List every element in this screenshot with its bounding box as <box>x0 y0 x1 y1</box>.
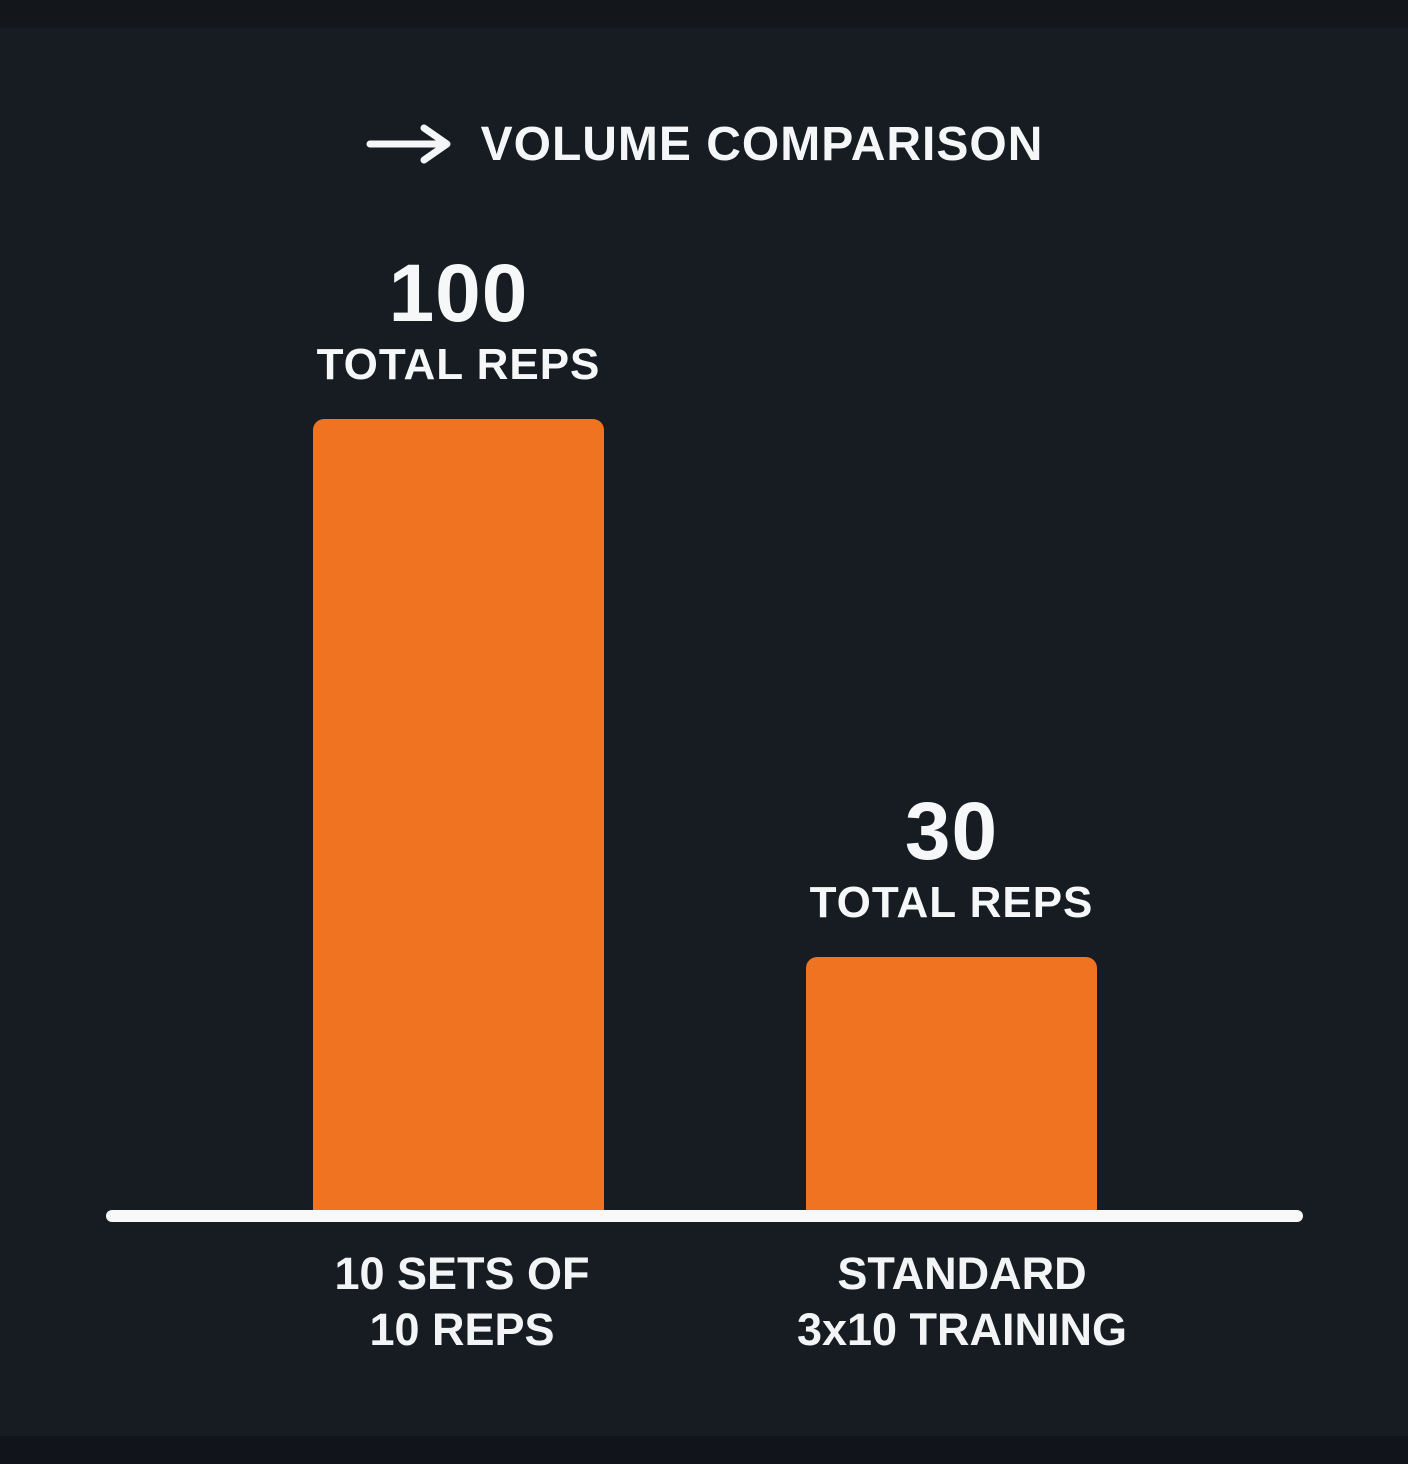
x-axis-line <box>106 1210 1303 1222</box>
x-axis-label-line: STANDARD <box>837 1248 1087 1299</box>
chart-title-text: VOLUME COMPARISON <box>480 117 1044 171</box>
x-axis-label-line: 3x10 TRAINING <box>796 1304 1128 1355</box>
bar-column-2: 30 TOTAL REPS <box>806 0 1097 1210</box>
bar-value: 30 <box>904 786 999 878</box>
bar <box>806 957 1097 1210</box>
chart-title: VOLUME COMPARISON <box>0 108 1408 180</box>
bar <box>313 419 604 1210</box>
x-axis-label-line: 10 REPS <box>369 1304 555 1355</box>
top-letterbox-band <box>0 0 1408 28</box>
bar-value-label: 30 TOTAL REPS <box>672 791 1232 925</box>
x-axis-label-1: 10 SETS OF 10 REPS <box>182 1246 742 1358</box>
bar-value-label: 100 TOTAL REPS <box>179 253 739 387</box>
x-axis-label-line: 10 SETS OF <box>334 1248 590 1299</box>
bottom-letterbox-band <box>0 1436 1408 1464</box>
right-arrow-icon <box>366 124 451 164</box>
bar-column-1: 100 TOTAL REPS <box>313 0 604 1210</box>
x-axis-label-2: STANDARD 3x10 TRAINING <box>682 1246 1242 1358</box>
bar-value-caption: TOTAL REPS <box>809 878 1094 928</box>
bar-value: 100 <box>388 248 529 339</box>
bar-value-caption: TOTAL REPS <box>316 340 601 389</box>
